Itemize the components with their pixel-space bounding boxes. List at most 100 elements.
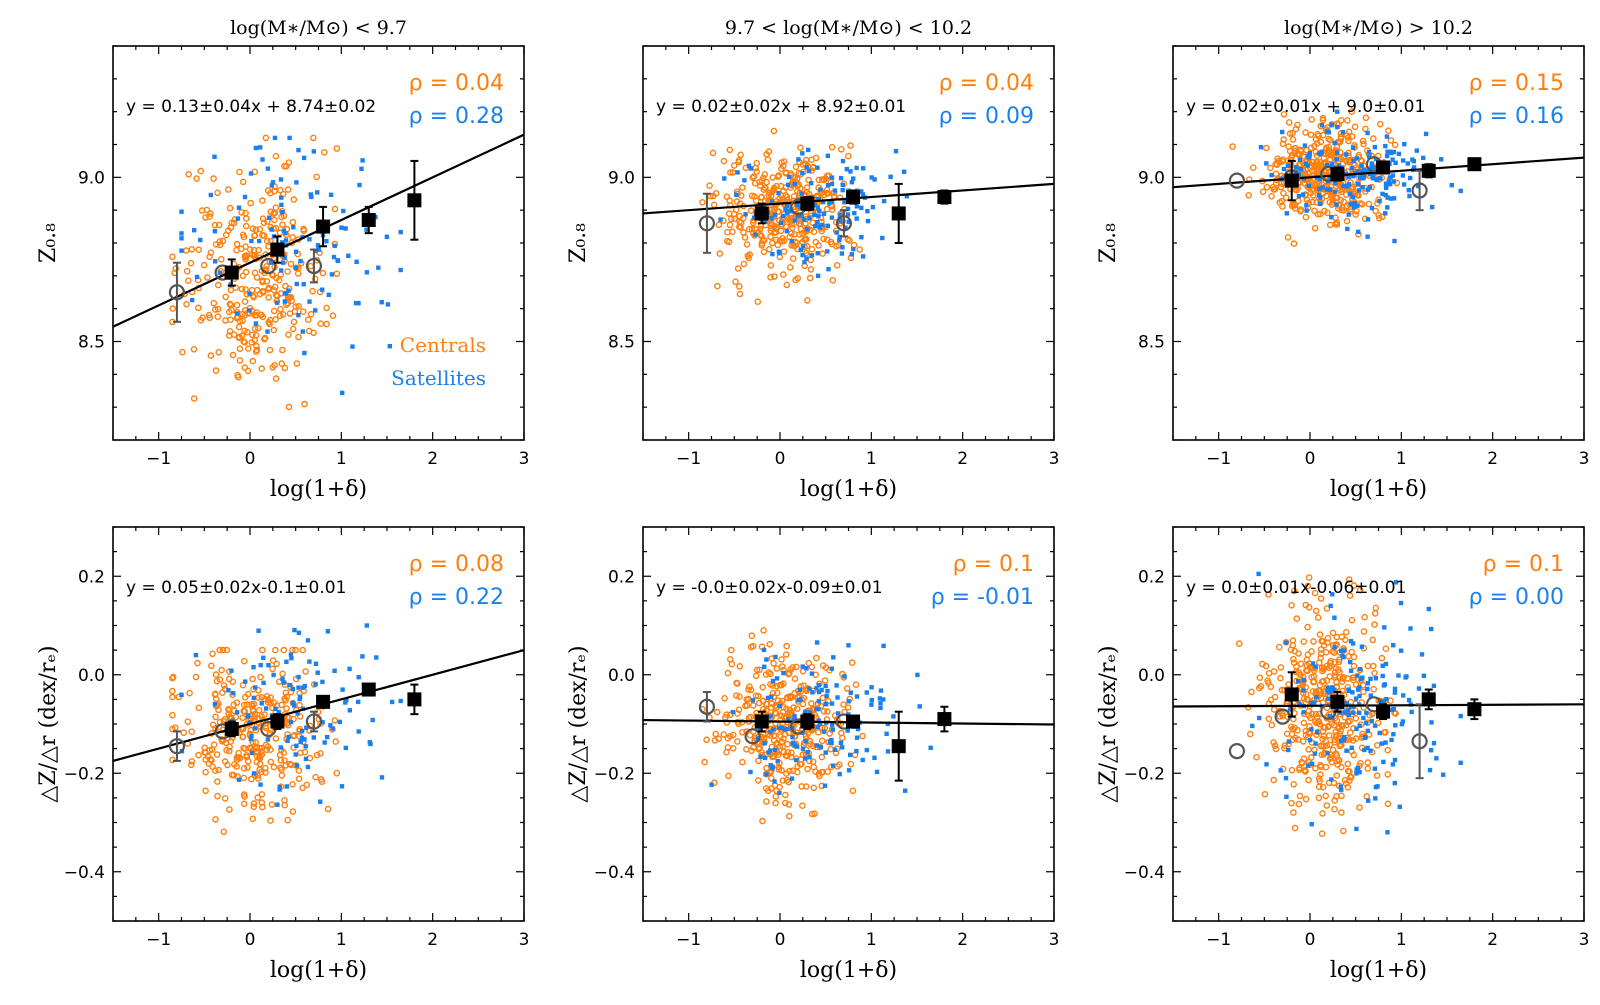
- satellite-point: [261, 680, 266, 686]
- satellite-point: [816, 718, 821, 723]
- satellite-point: [802, 217, 807, 222]
- central-point: [1345, 576, 1353, 583]
- central-point: [169, 253, 176, 261]
- central-point: [734, 265, 742, 272]
- satellite-point: [838, 212, 843, 217]
- central-point: [213, 677, 221, 685]
- central-point: [791, 230, 798, 238]
- central-point: [1290, 809, 1297, 816]
- central-point: [261, 335, 268, 343]
- central-point: [827, 745, 835, 753]
- central-point: [1352, 681, 1360, 688]
- central-point: [774, 689, 781, 697]
- satellite-point: [1357, 693, 1362, 699]
- central-point: [833, 261, 841, 269]
- central-point: [848, 659, 856, 667]
- central-point: [1326, 741, 1334, 749]
- central-point: [783, 705, 790, 713]
- central-point: [216, 241, 224, 249]
- satellite-point: [1391, 643, 1396, 648]
- satellite-point: [1346, 174, 1351, 180]
- central-point: [212, 816, 219, 823]
- central-point: [214, 778, 221, 785]
- central-point: [739, 729, 746, 736]
- satellite-point: [1346, 182, 1352, 187]
- central-point: [729, 745, 737, 752]
- satellite-point: [834, 683, 839, 688]
- central-point: [762, 770, 770, 778]
- central-point: [1294, 150, 1301, 158]
- satellite-point: [1439, 157, 1444, 162]
- central-point: [768, 785, 775, 792]
- binned-central-marker: [260, 257, 277, 275]
- central-point: [720, 731, 728, 738]
- central-point: [843, 685, 851, 692]
- satellite-point: [1365, 728, 1370, 734]
- satellite-point: [917, 704, 922, 709]
- central-point: [1245, 191, 1252, 199]
- satellite-point: [780, 214, 786, 219]
- central-point: [1295, 650, 1302, 657]
- binned-satellite-marker: [316, 694, 331, 709]
- central-point: [1344, 117, 1351, 124]
- central-point: [768, 704, 775, 711]
- central-point: [806, 274, 814, 282]
- central-point: [220, 682, 228, 689]
- satellite-point: [298, 739, 303, 745]
- central-point: [730, 731, 737, 739]
- y-axis-label: △Z/△r (dex/rₑ): [36, 645, 61, 802]
- satellite-point: [837, 234, 842, 240]
- central-point: [203, 206, 211, 214]
- central-point: [1382, 645, 1390, 653]
- x-tick-label: 1: [336, 930, 347, 950]
- satellite-point: [1328, 689, 1333, 695]
- central-point: [788, 749, 795, 757]
- central-point: [279, 670, 286, 678]
- x-tick-label: −1: [676, 449, 701, 469]
- satellite-point: [904, 194, 909, 199]
- satellite-point: [261, 655, 266, 660]
- central-point: [1270, 706, 1278, 713]
- central-point: [799, 161, 807, 168]
- satellite-point: [789, 776, 795, 781]
- central-point: [787, 264, 794, 271]
- satellite-point: [347, 666, 352, 672]
- central-point: [193, 175, 200, 182]
- satellite-point: [805, 750, 811, 755]
- satellite-point: [837, 237, 842, 243]
- satellite-point: [829, 175, 835, 180]
- satellite-point: [1357, 710, 1362, 715]
- central-point: [238, 209, 245, 216]
- central-point: [804, 765, 811, 773]
- central-point: [1345, 653, 1352, 660]
- central-point: [736, 283, 743, 290]
- satellite-point: [1309, 822, 1314, 827]
- central-point: [194, 304, 202, 312]
- satellite-point: [1393, 160, 1398, 165]
- satellite-point: [757, 727, 762, 733]
- central-point: [185, 170, 192, 178]
- rho-satellites: ρ = -0.01: [931, 585, 1034, 610]
- x-tick-label: 0: [1305, 449, 1316, 469]
- satellite-point: [1332, 687, 1337, 692]
- central-point: [1337, 196, 1345, 204]
- satellite-point: [265, 737, 271, 742]
- satellite-point: [309, 194, 314, 200]
- satellite-point: [1338, 784, 1343, 789]
- satellite-point: [1309, 701, 1314, 706]
- central-point: [778, 663, 786, 670]
- satellite-point: [198, 237, 203, 243]
- central-point: [281, 364, 289, 372]
- central-point: [192, 673, 200, 681]
- central-point: [805, 176, 812, 184]
- central-point: [768, 775, 775, 782]
- central-point: [270, 699, 278, 707]
- binned-central-marker: [698, 698, 716, 715]
- central-point: [789, 255, 797, 262]
- central-point: [808, 810, 816, 818]
- central-point: [1344, 718, 1352, 726]
- central-point: [1304, 651, 1312, 659]
- satellite-point: [1357, 188, 1362, 193]
- central-point: [210, 741, 218, 749]
- central-point: [236, 345, 244, 353]
